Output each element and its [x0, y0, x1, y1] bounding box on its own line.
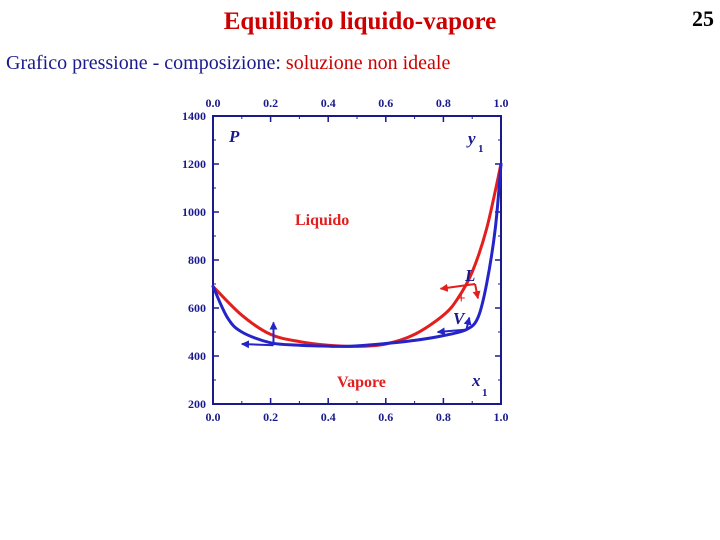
x-tick-label-top: 0.8 [436, 96, 451, 110]
x-tick-label-top: 0.0 [206, 96, 221, 110]
axis-ticks: 0.0 0.0 0.2 0.2 0.4 0.4 0.6 0.6 0.8 0.8 1.0 1.0 200 4… [182, 96, 509, 424]
liquid-region-label: Liquido [295, 212, 349, 229]
x-tick-label-bottom: 0.4 [321, 410, 336, 424]
subtitle-prefix: Grafico pressione - composizione: [6, 52, 286, 74]
x-tick-label-top: 0.4 [321, 96, 336, 110]
x-tick-label-top: 1.0 [494, 96, 509, 110]
x-tick-label-bottom: 0.2 [263, 410, 278, 424]
y-tick-label: 1000 [182, 205, 206, 219]
x-tick-label-top: 0.6 [378, 96, 393, 110]
plot-frame [212, 115, 502, 405]
y-tick-label: 1200 [182, 157, 206, 171]
y-tick-label: 400 [188, 349, 206, 363]
composition-arrow [241, 340, 274, 349]
composition-arrow [439, 283, 476, 292]
top-axis-label-subscript: 1 [478, 143, 484, 155]
slide-title: Equilibrio liquido-vapore [223, 8, 497, 35]
y-axis-label: P [228, 127, 240, 146]
y-tick-label: 1400 [182, 109, 206, 123]
liquid-point-label: L [464, 266, 475, 285]
curves [211, 162, 503, 348]
x-tick-label-top: 0.2 [263, 96, 278, 110]
x-tick-label-bottom: 0.8 [436, 410, 451, 424]
y-tick-label: 800 [188, 253, 206, 267]
plus-marker: + [457, 291, 466, 307]
x-tick-label-bottom: 0.6 [378, 410, 393, 424]
y-tick-label: 200 [188, 397, 206, 411]
composition-arrow [463, 316, 472, 330]
x-tick-label-bottom: 0.0 [206, 410, 221, 424]
vapor-region-label: Vapore [337, 374, 386, 391]
x-tick-label-bottom: 1.0 [494, 410, 509, 424]
y-tick-label: 600 [188, 301, 206, 315]
vapor-curve [211, 162, 503, 348]
bottom-axis-label-subscript: 1 [482, 387, 488, 399]
top-axis-label: y [466, 129, 476, 148]
composition-arrow [472, 283, 481, 300]
subtitle-highlight: soluzione non ideale [285, 52, 451, 74]
arrows [241, 283, 481, 349]
plot-border [212, 115, 502, 405]
vapor-point-label: V [453, 309, 466, 328]
slide-subtitle: Grafico pressione - composizione: soluzi… [6, 52, 450, 75]
page-number: 25 [692, 6, 714, 31]
bottom-axis-label: x [471, 371, 481, 390]
composition-arrow [436, 327, 467, 336]
